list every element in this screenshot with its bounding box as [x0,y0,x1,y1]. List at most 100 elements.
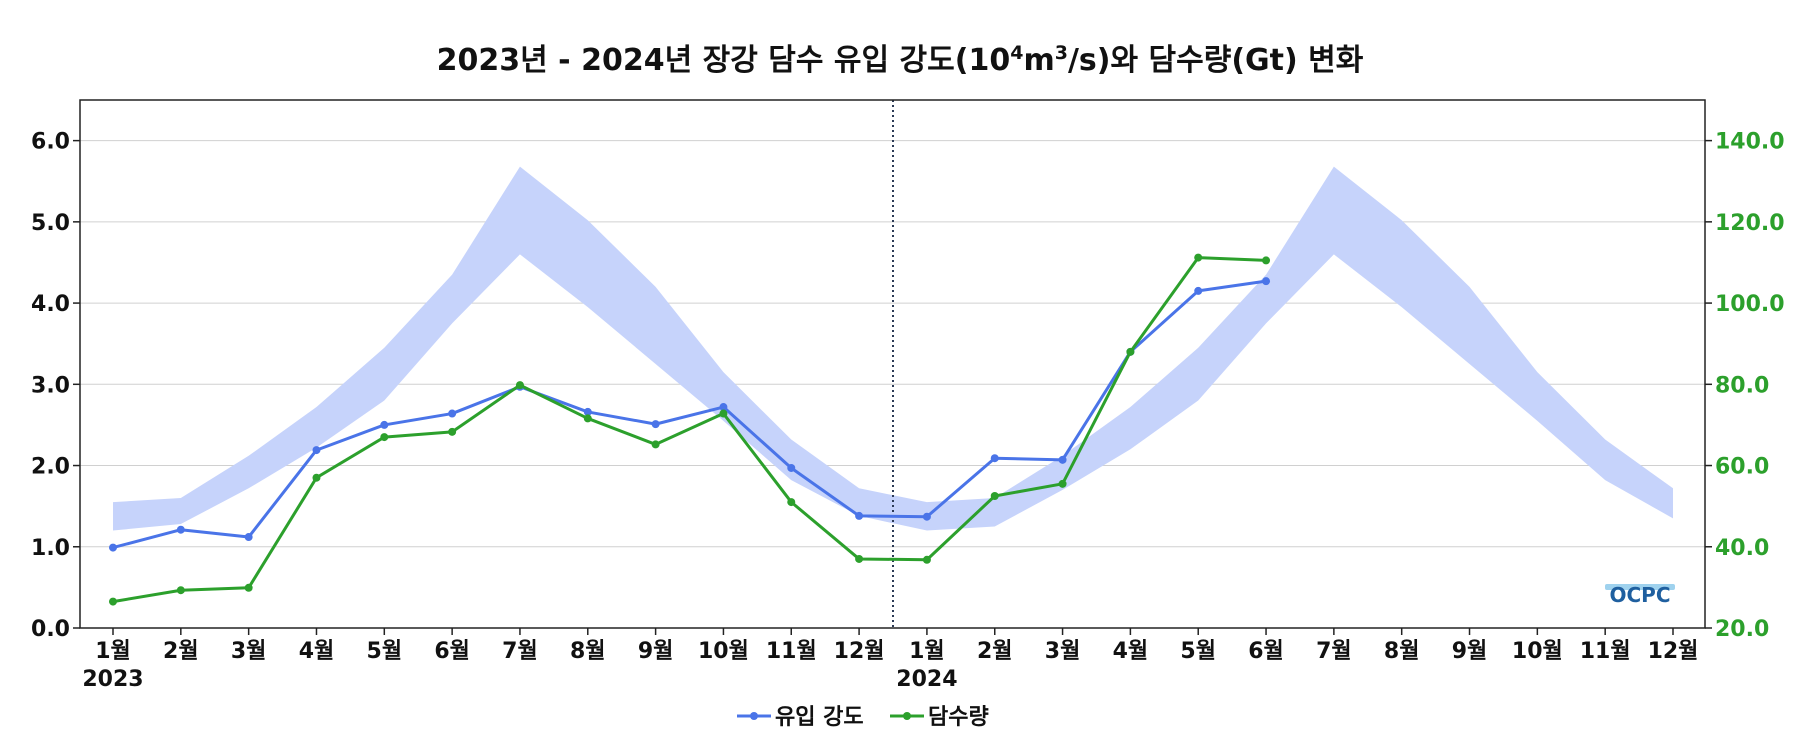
y-right-tick-label-6: 140.0 [1715,130,1785,155]
x-tick-label-16: 5월 [1180,639,1216,664]
series-layer [109,253,1271,606]
series-2-point-5 [380,433,389,442]
y-right-tick-label-3: 80.0 [1715,373,1769,398]
y-left-tick-label-3: 3.0 [31,373,70,398]
series-2-point-2 [176,586,185,595]
series-1-point-14 [990,454,999,463]
x-tick-label-12: 1월 [909,639,945,664]
legend: 유입 강도 담수량 [737,705,989,730]
x-tick-label-15: 4월 [1113,639,1149,664]
x-tick-label-21: 10월 [1512,639,1563,664]
x-tick-label-8: 9월 [638,639,674,664]
series-2-point-11 [787,498,796,507]
y-right-tick-label-4: 100.0 [1715,292,1785,317]
series-1-point-2 [176,525,185,534]
x-tick-label-10: 11월 [766,639,817,664]
y-right-tick-label-0: 20.0 [1715,617,1769,642]
x-tick-label-13: 2월 [977,639,1013,664]
series-1-point-4 [312,446,321,455]
series-2-point-4 [312,473,321,482]
series-1-point-15 [1058,455,1067,464]
series-2-point-12 [855,554,864,563]
x-tick-label-6: 7월 [502,639,538,664]
series-2-point-9 [651,440,660,449]
legend-swatch-marker-1 [750,712,758,720]
x-tick-label-20: 9월 [1452,639,1488,664]
series-1-point-6 [448,409,457,418]
series-1-point-3 [244,533,253,542]
y-left-tick-label-0: 0.0 [31,617,70,642]
series-1-point-11 [787,463,796,472]
x-tick-label-9: 10월 [698,639,749,664]
series-2-point-7 [515,381,524,390]
series-2-point-17 [1194,253,1203,262]
ocpc-logo-text: OCPC [1609,583,1670,607]
legend-item-2: 담수량 [890,705,989,730]
x-tick-label-5: 6월 [434,639,470,664]
chart-title-sup-4: 4 [1010,42,1023,64]
ocpc-logo-wave [1605,584,1675,590]
series-2-point-10 [719,409,728,418]
series-2-point-18 [1262,256,1271,265]
chart-title-part-b: m [1023,43,1054,78]
series-1-line [112,279,1267,550]
y-left-tick-label-2: 2.0 [31,455,70,480]
series-2-point-14 [990,492,999,500]
x-tick-label-19: 8월 [1384,639,1420,664]
year-label-2024: 2024 [896,667,957,692]
normal-range-band [113,166,1673,531]
y-left-tick-label-4: 4.0 [31,292,70,317]
series-1-point-1 [109,543,117,552]
series-2-point-16 [1126,347,1135,356]
ocpc-logo: OCPC [1605,583,1675,607]
legend-label-2: 담수량 [928,705,989,730]
x-tick-label-4: 5월 [367,639,403,664]
chart-title-part-c: /s)와 담수량(Gt) 변화 [1068,43,1364,78]
series-2 [109,253,1271,606]
normal-range-band-layer [113,166,1673,531]
series-1-point-18 [1262,277,1271,286]
x-tick-label-17: 6월 [1248,639,1284,664]
legend-item-1: 유입 강도 [737,705,864,730]
series-2-point-6 [448,427,457,436]
series-2-line [112,256,1267,604]
plot-frame [79,99,1706,629]
legend-label-1: 유입 강도 [775,705,864,730]
x-tick-label-23: 12월 [1648,639,1699,664]
y-right-tick-label-5: 120.0 [1715,211,1785,236]
axis-layer: 0.0 1.0 2.0 3.0 4.0 5.0 6.0 20.0 40.0 60.0 80.0 100… [31,130,1785,692]
x-tick-label-0: 1월 [95,639,131,664]
x-tick-label-2: 3월 [231,639,267,664]
series-2-point-8 [583,414,592,423]
chart-title: 2023년 - 2024년 장강 담수 유입 강도(104m3/s)와 담수량(… [437,42,1364,78]
series-1-point-12 [855,511,864,520]
chart-title-part-a: 2023년 - 2024년 장강 담수 유입 강도(10 [437,43,1011,78]
y-right-tick-label-1: 40.0 [1715,536,1769,561]
x-tick-label-18: 7월 [1316,639,1352,664]
series-1-point-9 [651,420,660,429]
x-tick-label-22: 11월 [1580,639,1631,664]
year-label-2023: 2023 [82,667,143,692]
series-1-point-13 [922,512,931,521]
x-tick-label-1: 2월 [163,639,199,664]
y-left-tick-label-1: 1.0 [31,536,70,561]
series-1 [109,277,1271,552]
y-left-tick-label-5: 5.0 [31,211,70,236]
x-tick-label-11: 12월 [834,639,885,664]
series-2-point-15 [1058,479,1067,488]
x-tick-label-14: 3월 [1045,639,1081,664]
series-1-point-5 [380,420,389,429]
series-1-point-8 [583,407,592,416]
y-right-tick-label-2: 60.0 [1715,455,1769,480]
x-tick-label-3: 4월 [299,639,335,664]
series-2-point-13 [922,555,931,564]
series-2-point-3 [244,583,253,592]
y-left-tick-label-6: 6.0 [31,130,70,155]
legend-swatch-marker-2 [903,712,911,720]
series-1-point-17 [1194,286,1203,295]
chart-title-sup-3: 3 [1055,42,1068,64]
series-2-point-1 [109,597,117,606]
series-1-point-10 [719,403,728,412]
x-tick-label-7: 8월 [570,639,606,664]
